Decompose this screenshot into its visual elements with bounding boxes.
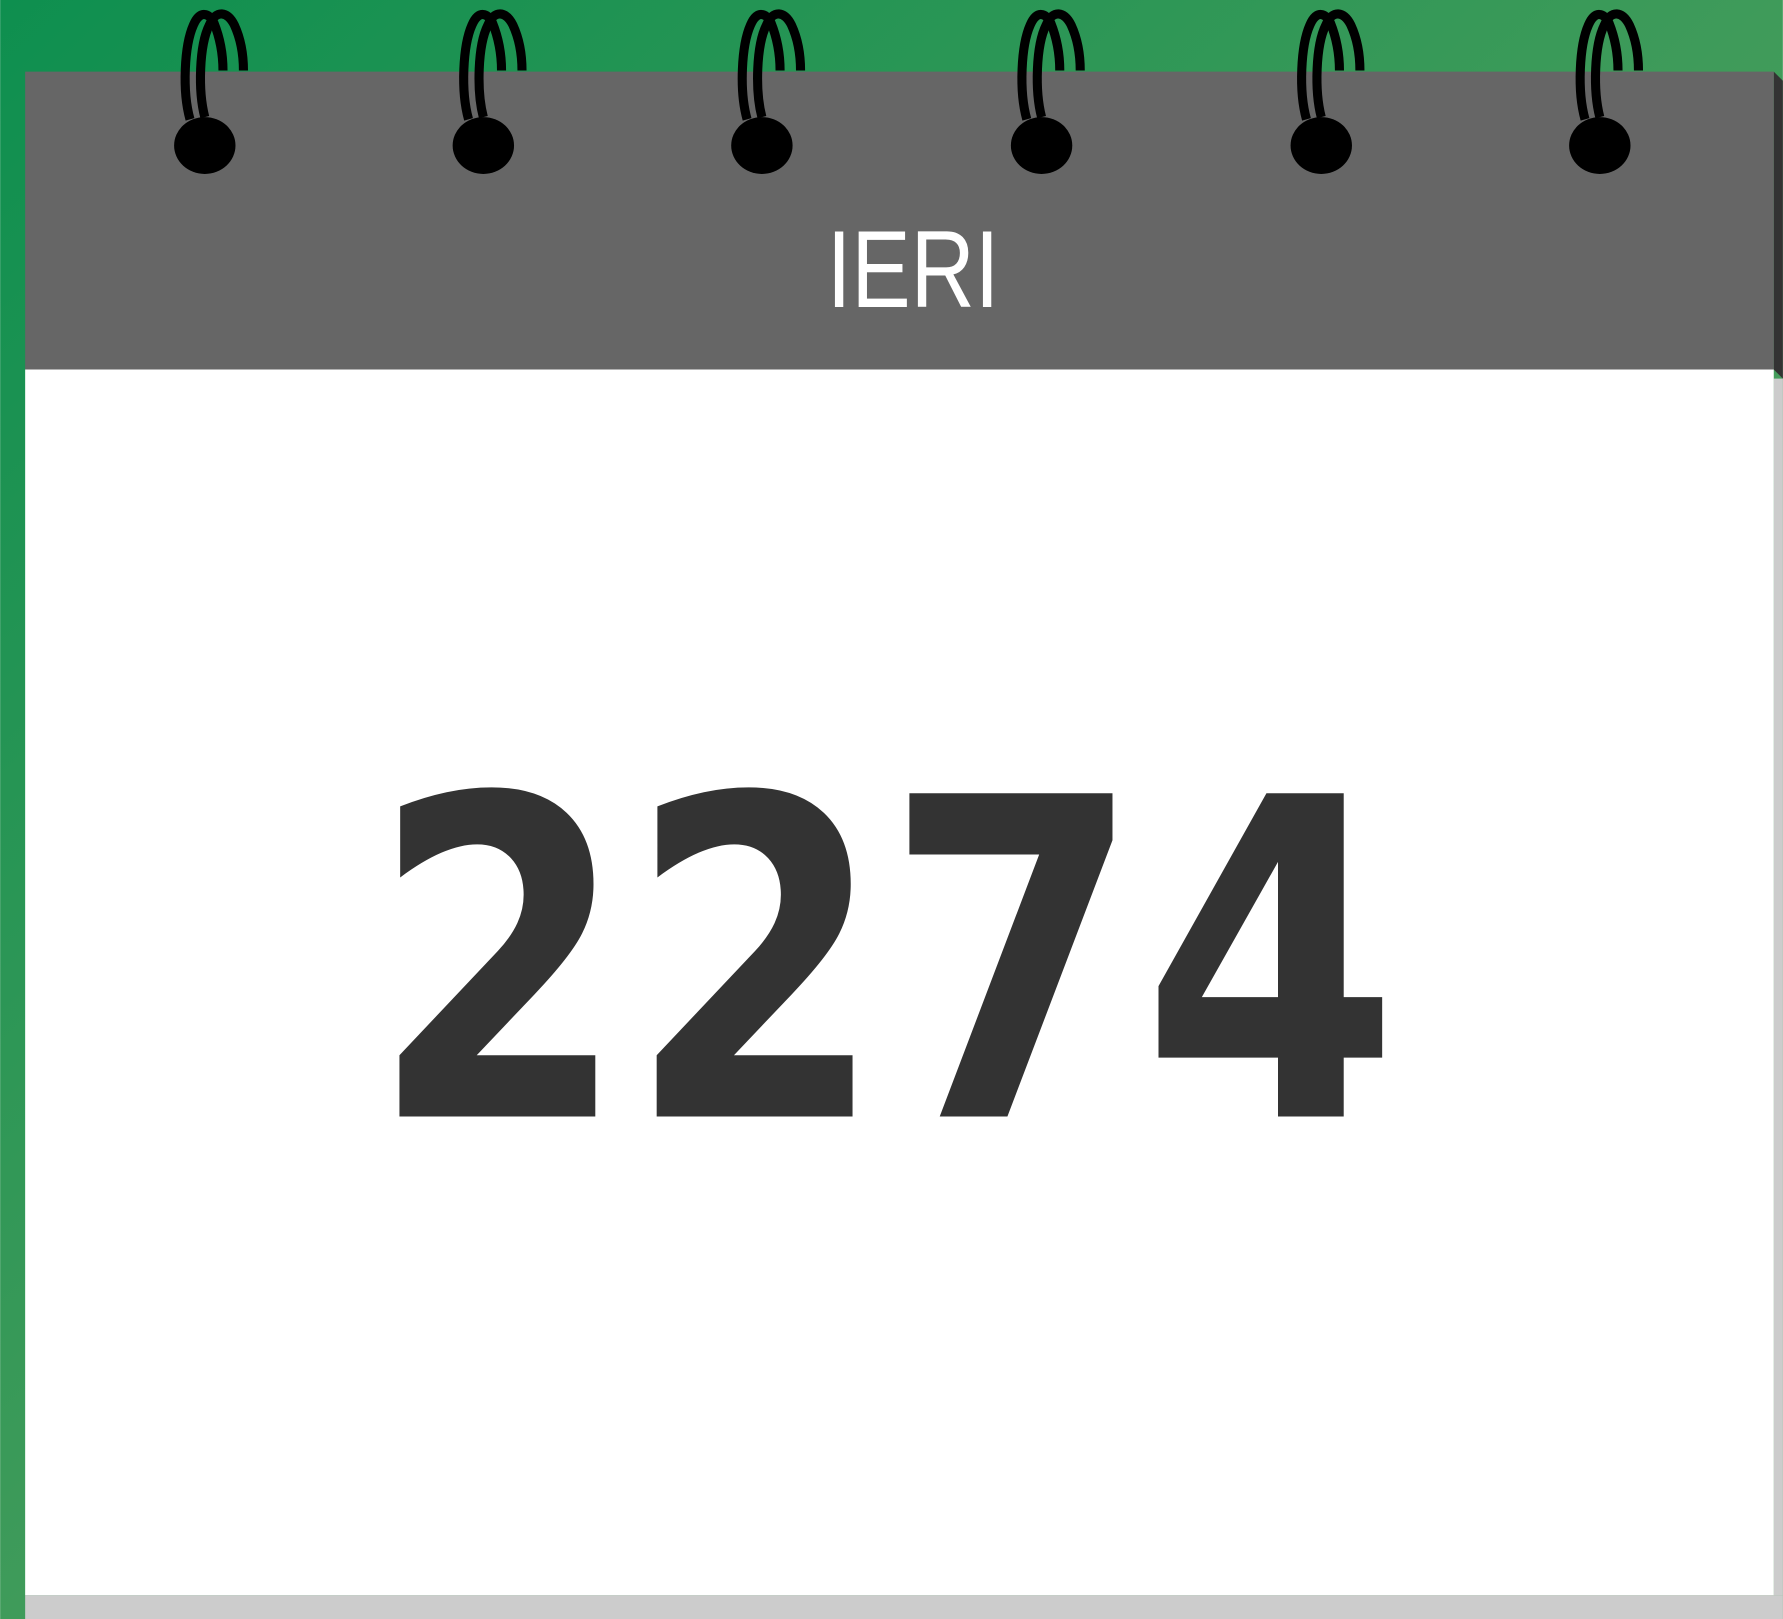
page-shadow bbox=[25, 1595, 1783, 1619]
page bbox=[25, 369, 1774, 1596]
page-edge bbox=[1773, 378, 1783, 1596]
calendar-number: 2274 bbox=[370, 704, 1399, 1221]
header-edge bbox=[1773, 71, 1783, 379]
header-label: IERI bbox=[827, 209, 1000, 331]
header bbox=[25, 71, 1774, 370]
